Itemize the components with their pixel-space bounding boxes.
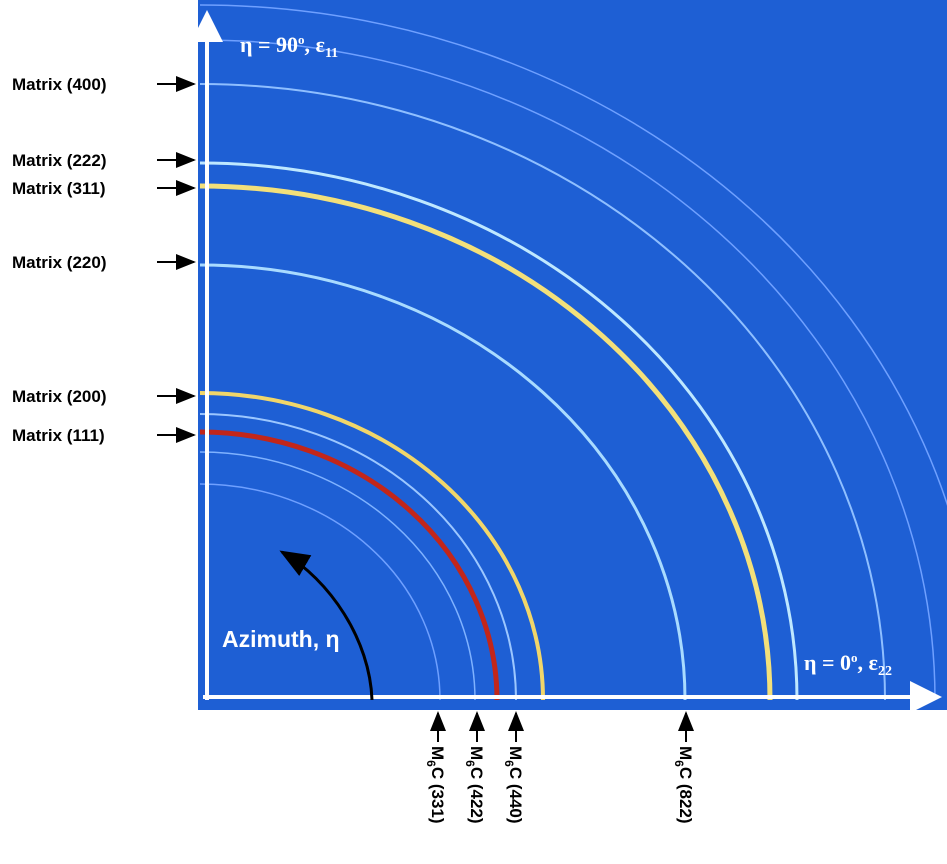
ring xyxy=(199,429,500,701)
matrix-label: Matrix (200) xyxy=(12,387,106,406)
m6c-label: M6C (440) xyxy=(502,746,525,824)
label-sub: 6 xyxy=(502,760,516,767)
m6c-label: M6C (422) xyxy=(463,746,486,824)
matrix-label: Matrix (111) xyxy=(12,426,105,445)
label-part: M xyxy=(676,746,695,760)
label-sub: 6 xyxy=(424,760,438,767)
ring xyxy=(199,183,773,701)
axis-label-right: η = 0o, ε22 xyxy=(804,650,892,679)
axis-label-top: η = 90o, ε11 xyxy=(240,32,338,61)
ring xyxy=(199,263,687,701)
label-part: M xyxy=(467,746,486,760)
ring xyxy=(199,83,886,701)
label-part: M xyxy=(428,746,447,760)
label-part: C (422) xyxy=(467,767,486,824)
rings xyxy=(199,4,947,701)
matrix-label: Matrix (220) xyxy=(12,253,106,272)
label-sub: 6 xyxy=(672,760,686,767)
azimuth-arrow xyxy=(279,550,374,701)
matrix-label: Matrix (222) xyxy=(12,151,106,170)
ring xyxy=(199,39,936,701)
m6c-label: M6C (822) xyxy=(672,746,695,824)
matrix-label: Matrix (311) xyxy=(12,179,106,198)
ring xyxy=(199,483,441,701)
ring xyxy=(199,4,947,507)
label-part: C (440) xyxy=(506,767,525,824)
label-part: C (822) xyxy=(676,767,695,824)
label-part: M xyxy=(506,746,525,760)
m6c-labels: M6C (331)M6C (422)M6C (440)M6C (822) xyxy=(424,711,695,824)
m6c-label: M6C (331) xyxy=(424,746,447,824)
label-part: C (331) xyxy=(428,767,447,824)
label-sub: 6 xyxy=(463,760,477,767)
detector-image xyxy=(198,0,947,710)
ring xyxy=(199,161,799,701)
ring xyxy=(199,413,517,701)
matrix-labels: Matrix (400) Matrix (222) Matrix (311) Matr… xyxy=(12,75,196,445)
matrix-label: Matrix (400) xyxy=(12,75,106,94)
ring xyxy=(199,451,476,701)
azimuth-label: Azimuth, η xyxy=(222,626,340,652)
ring xyxy=(199,391,545,701)
